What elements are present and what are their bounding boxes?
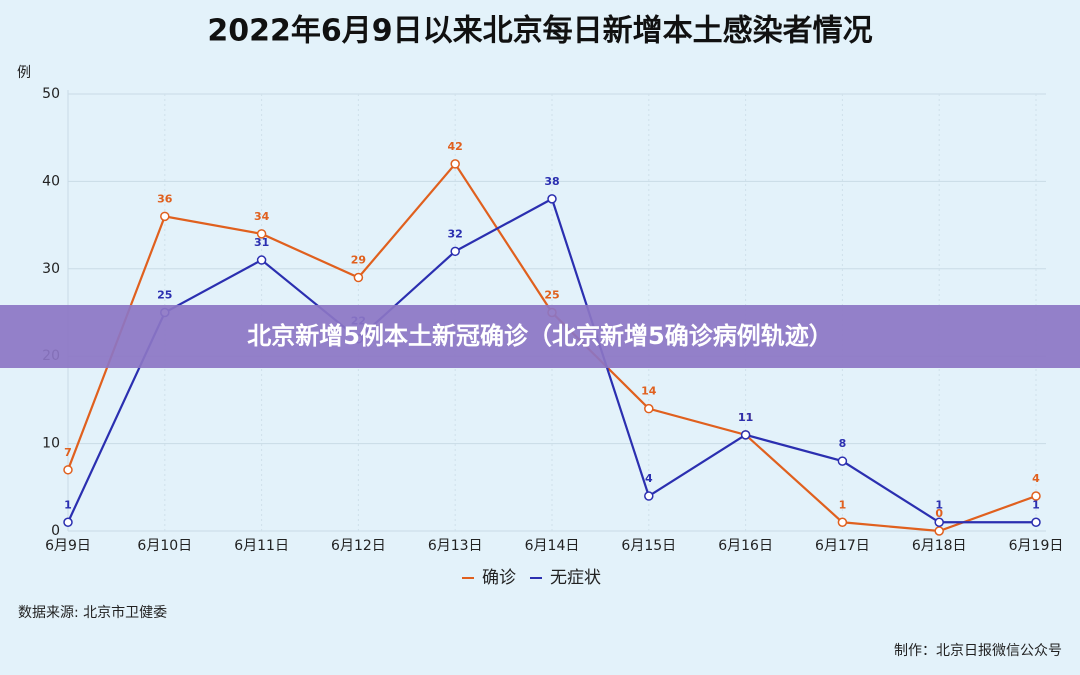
x-tick-label: 6月12日 [331,538,386,554]
point [547,194,557,204]
x-tick-label: 6月11日 [234,538,289,554]
chart-title: 2022年6月9日以来北京每日新增本土感染者情况 [207,14,872,49]
legend-label: 确诊 [482,568,516,588]
point [837,456,848,466]
point [450,159,460,169]
value-label: 42 [448,140,463,153]
point [256,229,267,239]
point [160,211,170,222]
point [644,491,654,501]
point [934,526,944,536]
value-label: 4 [1032,472,1040,485]
x-tick-label: 6月19日 [1009,538,1064,554]
banner-band [0,305,1080,368]
value-label: 1 [935,498,943,511]
x-tick-label: 6月18日 [912,538,967,554]
point [353,272,364,283]
value-label: 7 [64,446,72,459]
value-label: 1 [64,498,72,511]
value-label: 1 [839,498,847,511]
point [450,246,460,257]
banner-text: 北京新增5例本土新冠确诊（北京新增5确诊病例轨迹） [247,322,832,350]
x-tick-label: 6月17日 [815,538,870,554]
value-label: 36 [157,192,173,205]
point [934,517,944,528]
value-label: 4 [645,472,653,485]
x-tick-label: 6月10日 [137,538,192,554]
value-label: 31 [254,236,269,249]
y-tick-label: 30 [42,261,60,277]
legend-label: 无症状 [550,568,601,588]
point [256,255,267,265]
point [63,465,73,475]
point [1031,491,1041,501]
value-label: 25 [544,289,559,302]
point [644,403,654,414]
value-label: 0 [935,507,943,520]
value-label: 38 [544,175,559,188]
value-label: 11 [738,411,753,424]
value-label: 11 [738,411,753,424]
y-tick-label: 10 [42,436,60,452]
value-label: 34 [254,210,270,223]
x-tick-label: 6月14日 [525,538,580,554]
point [63,517,73,528]
source: 数据来源: 北京市卫健委 [18,604,167,621]
y-tick-label: 0 [51,523,60,539]
value-label: 25 [157,289,172,302]
x-tick-label: 6月15日 [621,538,676,554]
value-label: 29 [351,254,366,267]
x-tick-label: 6月13日 [428,538,483,554]
y-unit: 例 [17,65,31,81]
y-tick-label: 50 [42,86,60,102]
value-label: 14 [641,385,657,398]
point [837,517,848,528]
value-label: 8 [839,437,847,450]
point [740,430,751,440]
credit: 制作：北京日报微信公众号 [894,643,1062,659]
point [1031,517,1041,528]
x-tick-label: 6月16日 [718,538,773,554]
y-tick-label: 40 [42,173,60,189]
value-label: 32 [448,227,463,240]
value-label: 1 [1032,498,1040,511]
x-tick-label: 6月9日 [45,538,91,554]
